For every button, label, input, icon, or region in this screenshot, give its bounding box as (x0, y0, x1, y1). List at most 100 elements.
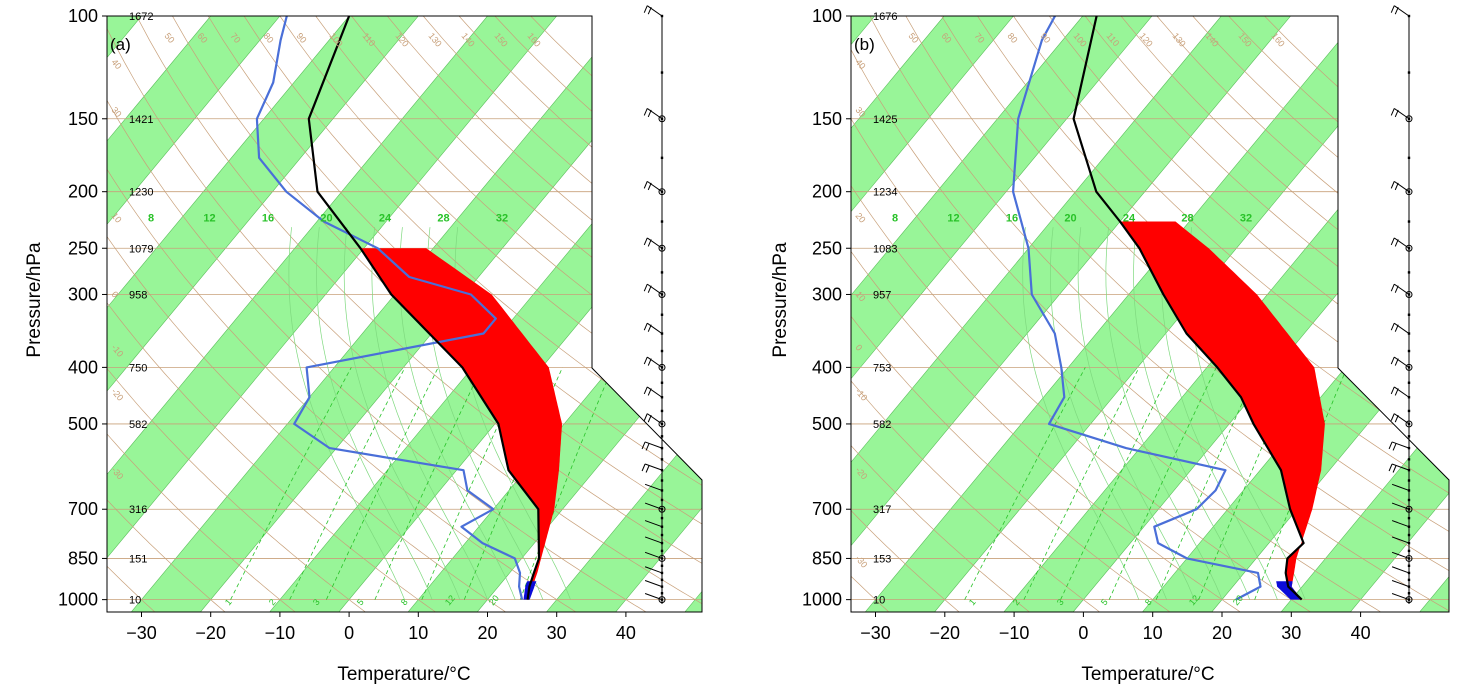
mixing-ratio-label: 32 (496, 213, 508, 225)
wind-barb (1393, 5, 1410, 17)
calm-wind-circle (1405, 188, 1413, 196)
wind-barb-feather (1390, 323, 1395, 331)
wind-barb-dot (660, 578, 664, 582)
wind-barb (1391, 483, 1410, 491)
y-tick-label: 500 (812, 414, 842, 434)
isotherm-label: 0 (853, 342, 864, 352)
dry-adiabat-line (279, 16, 702, 612)
isotherm-label: 60 (195, 31, 209, 45)
wind-barb-feather (641, 441, 646, 450)
isotherm-label: 30 (853, 105, 867, 119)
adiabat-label: 3 (1055, 597, 1066, 607)
height-label: 1672 (129, 11, 153, 23)
cin-shading (1276, 581, 1302, 600)
calm-wind-circle (1405, 554, 1413, 562)
mixing-ratio-label: 16 (262, 213, 274, 225)
moist-adiabat-line (426, 227, 544, 600)
moist-adiabat-line (371, 227, 488, 600)
wind-barb-dot (1407, 435, 1411, 438)
isotherm-label: 120 (1137, 31, 1154, 49)
isotherm-label: 40 (109, 57, 123, 71)
y-tick-label: 100 (68, 6, 98, 26)
wind-barb (646, 322, 663, 334)
mixing-ratio-label: 28 (437, 213, 449, 225)
calm-wind-circle (1405, 244, 1413, 252)
wind-barb-dot (1407, 564, 1411, 567)
adiabat-label: 2 (267, 597, 278, 607)
wind-barb-dot (1407, 578, 1411, 582)
dry-adiabat-line (107, 16, 296, 612)
wind-barb-column (641, 5, 666, 604)
wind-barb-dot (660, 409, 664, 413)
height-label: 753 (873, 362, 891, 374)
wind-barb-dot (660, 585, 664, 588)
wind-barb-feather (1394, 109, 1399, 118)
wind-barb-dot (1407, 220, 1411, 223)
wind-barb-feather (1388, 463, 1393, 472)
wind-barb-feather (645, 465, 650, 473)
dew-point-series (255, 16, 524, 600)
dry-adiabat-line (107, 16, 647, 612)
cape-area (1120, 221, 1325, 600)
wind-barb-dot (1407, 381, 1411, 384)
calm-wind-circle (658, 290, 666, 298)
dry-adiabat-line (107, 16, 702, 612)
wind-barb (1391, 536, 1410, 544)
isotherm-lines (851, 16, 1449, 612)
moist-adiabat-line (316, 227, 433, 600)
moist-adiabat-line (1077, 227, 1195, 600)
y-tick-label: 100 (812, 6, 842, 26)
height-label: 1425 (873, 114, 897, 126)
moist-adiabat-line (288, 227, 405, 600)
dry-adiabat-line (851, 16, 1241, 612)
isotherm-label: 10 (109, 211, 123, 225)
wind-barb-feather (645, 443, 650, 451)
wind-barb-feather (647, 388, 652, 396)
wind-barb (1391, 463, 1410, 471)
x-tick-label: 30 (1281, 623, 1301, 643)
isotherm-label: -10 (853, 386, 869, 402)
wind-barb-feather (1390, 413, 1395, 421)
isotherm-label: 90 (1038, 31, 1052, 45)
x-tick-label: 40 (1351, 623, 1371, 643)
dry-adiabat-line (851, 16, 1100, 612)
wind-barb-feather (643, 356, 648, 365)
x-tick-label: 0 (344, 623, 354, 643)
wind-barb-dot (1407, 349, 1411, 353)
wind-barb-feather (1394, 414, 1399, 423)
wind-barb (644, 441, 663, 449)
wind-barb-feather (647, 239, 652, 247)
wind-barb-feather (1390, 237, 1395, 246)
mixing-ratio-line (1108, 367, 1217, 600)
plot-frame (850, 15, 1450, 613)
wind-barb (1391, 566, 1410, 574)
y-tick-label: 250 (812, 238, 842, 258)
height-label: 153 (873, 553, 891, 565)
wind-barb-dot (660, 381, 664, 384)
cape-shading (360, 248, 562, 600)
adiabat-label: 8 (399, 597, 410, 607)
wind-barb-dot (660, 220, 664, 223)
adiabat-label: 12 (1187, 593, 1201, 607)
wind-barb (1393, 386, 1410, 398)
wind-barb-dot (1407, 533, 1411, 537)
wind-barb (1393, 322, 1410, 334)
dry-adiabat-line (315, 16, 702, 612)
wind-barb-dot (1407, 592, 1411, 595)
wind-barb-dot (1407, 422, 1411, 426)
wind-barb (644, 566, 663, 574)
isotherm-label: 80 (1005, 31, 1019, 45)
x-tick-label: −30 (860, 623, 891, 643)
dry-adiabat-line (905, 16, 1449, 612)
dry-adiabat-line (851, 16, 890, 612)
wind-barb-feather (641, 463, 646, 472)
wind-barb-dot (1407, 446, 1411, 450)
height-label: 958 (129, 289, 147, 301)
y-axis-ticks: 100 150 200 250 300 400 500 700 850 1000 (58, 6, 107, 610)
dry-adiabat-line (107, 16, 506, 612)
dry-adiabat-line (1084, 16, 1449, 612)
temperature-band (851, 16, 1015, 612)
y-tick-label: 300 (68, 284, 98, 304)
wind-barb-dot (660, 479, 664, 482)
